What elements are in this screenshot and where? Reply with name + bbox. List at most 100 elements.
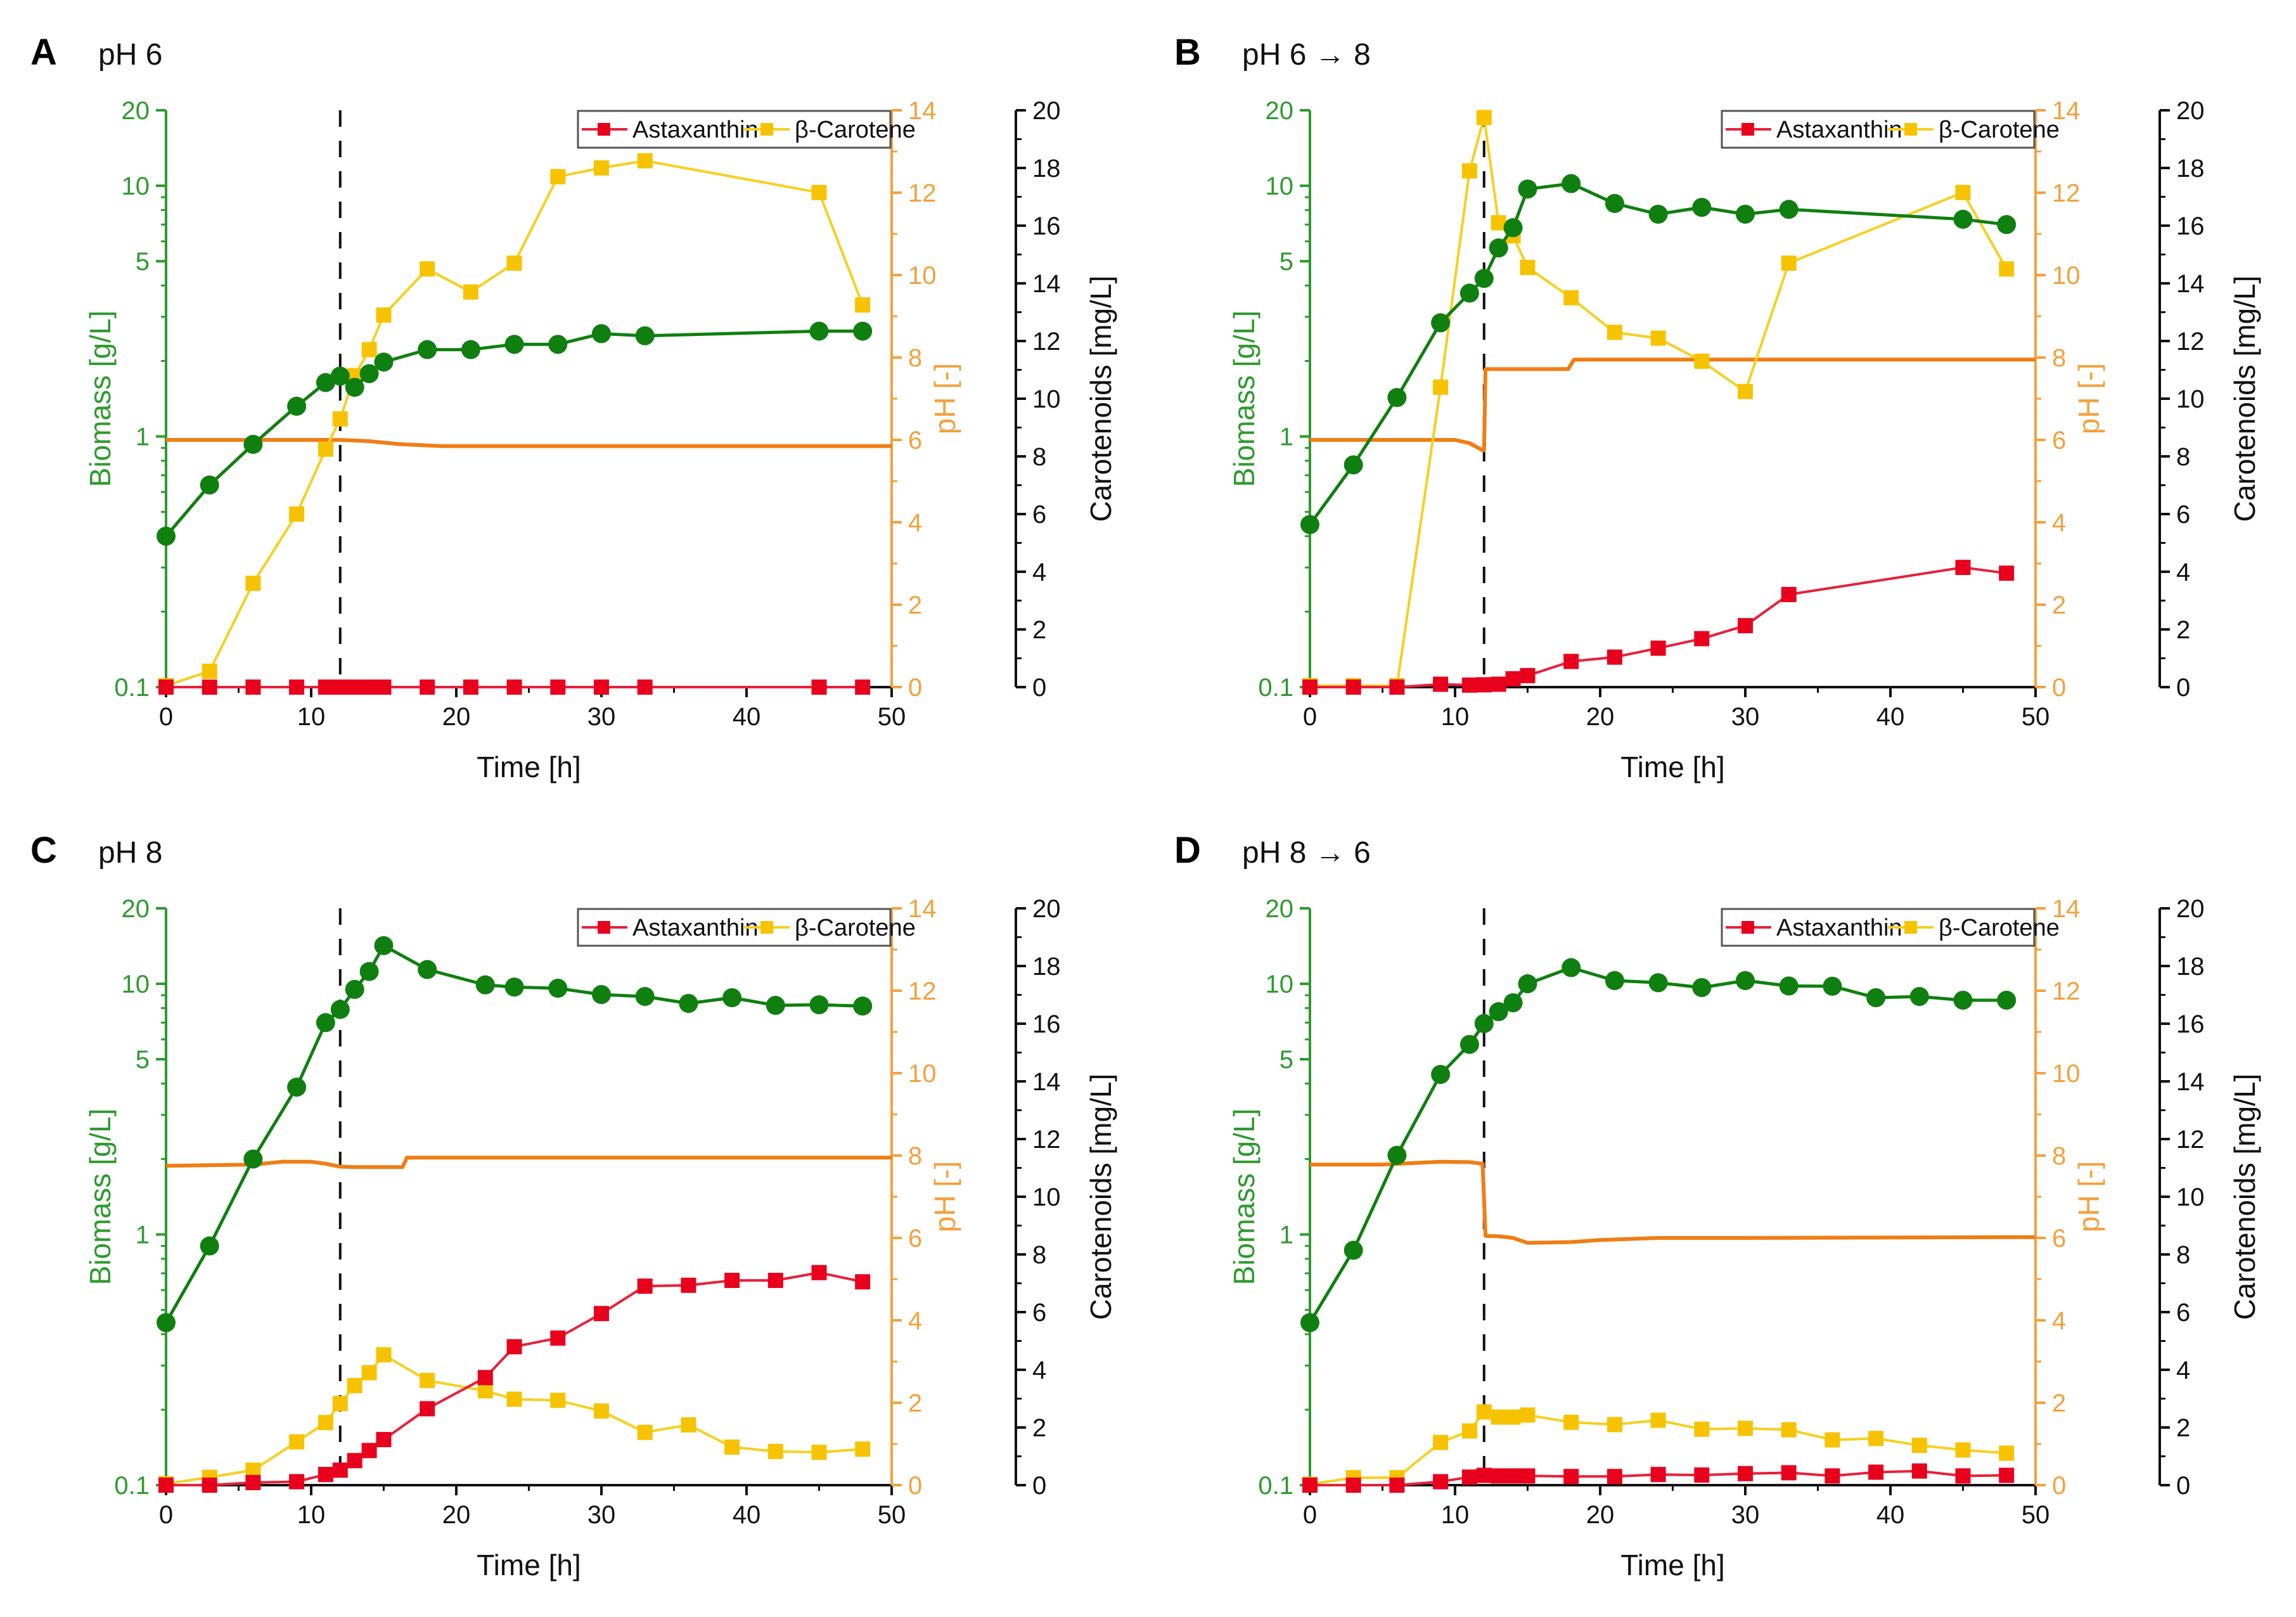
x-tick-label: 20 (1586, 703, 1615, 731)
beta-carotene-point (1461, 1423, 1477, 1439)
biomass-point (1474, 1014, 1494, 1033)
biomass-point (1823, 976, 1842, 996)
biomass-point (1997, 215, 2017, 235)
carotenoids-tick-label: 18 (1032, 155, 1061, 183)
astaxanthin-point (1491, 676, 1506, 692)
astaxanthin-point (289, 680, 305, 695)
ph-tick-label: 8 (908, 344, 922, 372)
x-tick-label: 10 (1441, 703, 1470, 731)
plot-area: 0 10 20 30 40 50 0.1 1 5 10 20 0 2 4 6 8 10 12 14 0 2 4 6 8 10 12… (114, 97, 1060, 731)
carotenoids-tick-label: 12 (1032, 328, 1061, 356)
biomass-point (316, 373, 335, 392)
biomass-tick-label: 0.1 (114, 1472, 150, 1500)
ph-tick-label: 8 (2052, 344, 2066, 372)
astaxanthin-point (420, 680, 435, 695)
carotenoids-tick-label: 2 (2176, 616, 2190, 644)
x-tick-label: 20 (442, 703, 471, 731)
astaxanthin-point (594, 1306, 609, 1322)
biomass-point (766, 996, 785, 1015)
biomass-tick-label: 1 (136, 423, 150, 451)
biomass-point (418, 340, 437, 359)
astaxanthin-point (463, 680, 478, 695)
biomass-tick-label: 0.1 (1258, 674, 1293, 702)
biomass-tick-label: 5 (1279, 248, 1293, 276)
biomass-point (1489, 238, 1508, 258)
biomass-point (1648, 973, 1668, 993)
ph-tick-label: 14 (2052, 895, 2081, 923)
panel-title: pH 8 → 6 (1242, 836, 1371, 870)
x-tick-label: 30 (1731, 703, 1760, 731)
legend-label-beta-carotene: β-Carotene (795, 915, 916, 941)
biomass-tick-label: 5 (136, 1046, 150, 1074)
beta-carotene-point (376, 1347, 392, 1363)
biomass-tick-label: 1 (1279, 1221, 1293, 1249)
beta-carotene-point (1955, 1442, 1971, 1458)
biomass-point (287, 396, 307, 416)
beta-carotene-point (1999, 261, 2015, 277)
beta-carotene-point (332, 411, 348, 427)
biomass-axis-title: Biomass [g/L] (84, 311, 117, 487)
x-tick-label: 30 (587, 1501, 616, 1529)
astaxanthin-point (1461, 677, 1477, 693)
x-tick-label: 40 (1876, 1501, 1905, 1529)
biomass-point (316, 1013, 335, 1033)
panel-letter: C (30, 830, 57, 871)
beta-carotene-point (550, 169, 566, 184)
astaxanthin-point (347, 680, 362, 695)
astaxanthin-point (855, 1274, 871, 1290)
panel-a: A pH 6 Time [h] Biomass [g/L] pH [-] Car… (30, 32, 1117, 783)
x-tick-label: 30 (1731, 1501, 1760, 1529)
beta-carotene-point (361, 342, 377, 358)
ph-tick-label: 6 (2052, 427, 2066, 454)
legend-label-astaxanthin: Astaxanthin (632, 915, 759, 941)
x-tick-label: 10 (297, 1501, 326, 1529)
ph-tick-label: 10 (908, 1060, 937, 1088)
astaxanthin-point (855, 680, 871, 695)
ph-tick-label: 0 (2052, 674, 2066, 702)
astaxanthin-point (1955, 560, 1971, 576)
ph-tick-label: 2 (2052, 1389, 2066, 1417)
ph-tick-label: 10 (2052, 1060, 2081, 1088)
carotenoids-tick-label: 4 (1032, 1356, 1046, 1384)
astaxanthin-point (1433, 1474, 1449, 1490)
beta-carotene-point (1694, 1421, 1710, 1437)
beta-carotene-point (1520, 1407, 1536, 1423)
biomass-point (1736, 204, 1755, 224)
x-tick-label: 0 (159, 1501, 173, 1529)
astaxanthin-point (361, 680, 377, 695)
legend-label-astaxanthin: Astaxanthin (1776, 117, 1902, 143)
astaxanthin-point (1433, 676, 1449, 692)
carotenoids-tick-label: 16 (2176, 1010, 2205, 1038)
astaxanthin-point (1476, 1467, 1492, 1483)
astaxanthin-point (1694, 1467, 1710, 1483)
astaxanthin-point (637, 1279, 653, 1294)
biomass-point (1503, 218, 1523, 238)
astaxanthin-point (420, 1401, 435, 1417)
biomass-point (504, 977, 524, 997)
astaxanthin-point (376, 680, 392, 695)
carotenoids-tick-label: 2 (1032, 616, 1046, 644)
ph-tick-label: 12 (2052, 977, 2081, 1005)
ph-tick-label: 0 (2052, 1472, 2066, 1500)
beta-carotene-point (1491, 1409, 1506, 1425)
beta-carotene-point (1825, 1432, 1840, 1448)
legend-box (577, 110, 892, 149)
astaxanthin-point (1491, 1468, 1506, 1484)
beta-carotene-point (289, 1434, 305, 1450)
x-tick-label: 40 (733, 1501, 761, 1529)
ph-tick-label: 2 (2052, 591, 2066, 619)
biomass-point (200, 1236, 219, 1256)
carotenoids-tick-label: 20 (1032, 895, 1061, 923)
carotenoids-tick-label: 20 (2176, 895, 2205, 923)
biomass-point (1344, 455, 1363, 475)
biomass-point (1387, 1145, 1407, 1165)
beta-carotene-point (1520, 259, 1536, 275)
beta-carotene-point (1868, 1431, 1884, 1446)
ph-tick-label: 14 (2052, 97, 2081, 125)
beta-carotene-point (855, 297, 871, 313)
biomass-point (1562, 958, 1581, 977)
astaxanthin-point (1505, 671, 1521, 686)
biomass-point (679, 994, 698, 1014)
biomass-point (1779, 200, 1799, 219)
carotenoids-tick-label: 6 (2176, 501, 2190, 529)
